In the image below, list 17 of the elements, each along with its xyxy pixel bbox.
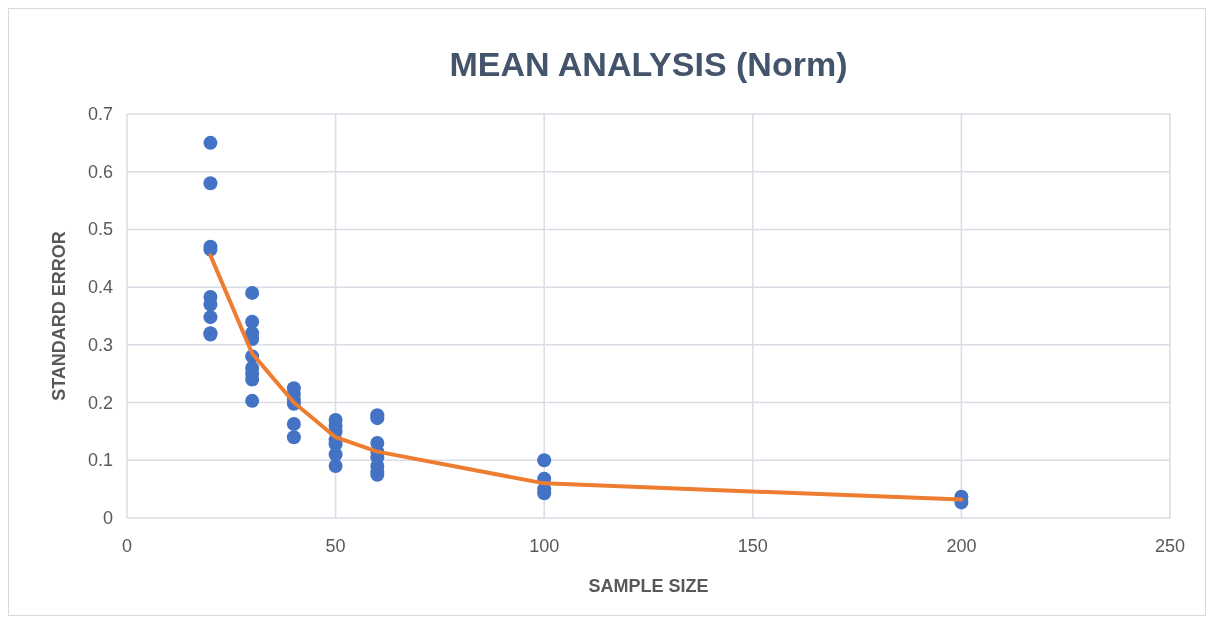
chart-title: MEAN ANALYSIS (Norm)	[449, 45, 848, 83]
x-tick-label: 50	[325, 536, 346, 556]
x-tick-label: 100	[529, 536, 560, 556]
y-tick-label: 0.1	[87, 450, 113, 471]
y-tick-label: 0.5	[87, 219, 113, 240]
y-tick-label: 0.2	[87, 392, 113, 413]
y-tick-label: 0	[102, 508, 113, 528]
y-tick-label: 0.6	[87, 161, 113, 182]
x-tick-label: 0	[121, 536, 133, 556]
x-axis-title: SAMPLE SIZE	[588, 576, 709, 596]
x-tick-label: 200	[946, 536, 977, 556]
y-tick-label: 0.4	[87, 277, 113, 298]
x-tick-label: 250	[1154, 536, 1186, 556]
y-axis-title: STANDARD ERROR	[49, 231, 69, 401]
y-tick-label: 0.3	[87, 334, 113, 355]
y-tick-label: 0.7	[87, 104, 113, 124]
x-tick-label: 150	[737, 536, 768, 556]
